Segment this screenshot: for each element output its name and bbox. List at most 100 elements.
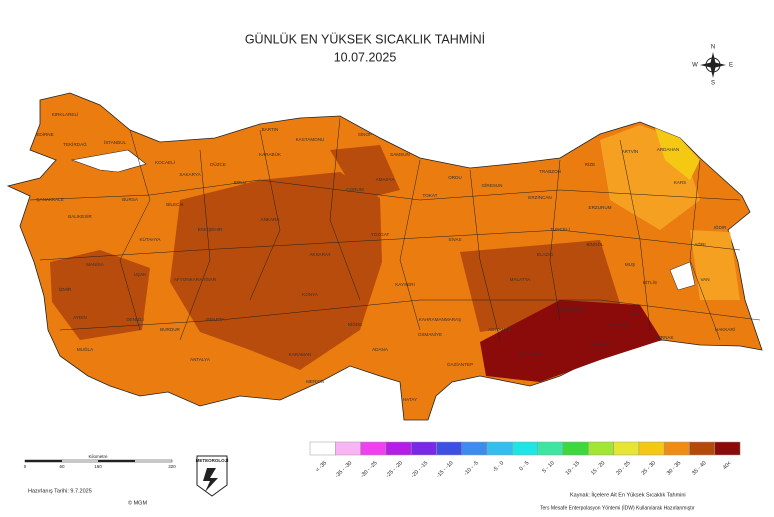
province-label: BİLECİK (166, 201, 185, 207)
legend-label: 5 - 10 (542, 460, 556, 474)
province-label: MERSİN (306, 378, 324, 384)
province-label: OSMANİYE (418, 331, 442, 337)
hot-southeast (480, 300, 662, 382)
legend-label: 20 - 25 (615, 460, 631, 476)
province-label: AYDIN (73, 315, 87, 320)
source-note: Kaynak: İlçelere Ait En Yüksek Sıcaklık … (570, 491, 686, 498)
province-label: TEKİRDAĞ (63, 141, 87, 147)
province-label: TRABZON (539, 169, 561, 174)
legend-swatch (309, 441, 336, 456)
legend: < -35 -35 - -30 -30 - -25 -25 - -20 -20 - -1… (309, 441, 741, 479)
legend-swatch (663, 441, 690, 456)
province-label: KARAMAN (289, 352, 312, 357)
legend-label: -30 - -25 (360, 460, 379, 479)
province-label: BURSA (122, 197, 139, 202)
legend-swatch (335, 441, 361, 456)
province-label: BARTIN (262, 127, 279, 132)
province-label: BALIKESİR (68, 213, 92, 219)
legend-swatch (461, 441, 488, 456)
province-label: ELAZIĞ (537, 251, 554, 257)
map-date: 10.07.2025 (334, 50, 397, 64)
province-label: ERZİNCAN (528, 194, 551, 200)
province-label: MUĞLA (77, 346, 94, 352)
logo: METEOROLOJİ (196, 455, 229, 497)
province-label: SAMSUN (390, 152, 410, 157)
province-label: AMASYA (376, 177, 396, 182)
province-label: GAZİANTEP (447, 361, 473, 367)
province-label: ŞANLIURFA (517, 352, 543, 357)
province-label: ISPARTA (206, 317, 226, 322)
province-label: KOCAELİ (155, 159, 175, 165)
province-label: MARDİN (591, 341, 609, 347)
warm-central (170, 172, 382, 370)
scale-tick-label: 60 (59, 464, 65, 469)
legend-label: 10 - 15 (565, 460, 581, 476)
legend-label: -25 - -20 (385, 460, 404, 479)
province-labels: KIRKLARELİ EDİRNE TEKİRDAĞ İSTANBUL KOCAELİ S… (36, 111, 735, 402)
copyright: © MGM (128, 499, 147, 506)
legend-swatch (436, 441, 463, 456)
province-label: SİNOP (358, 131, 372, 137)
legend-swatch (638, 441, 665, 456)
province-label: HAKKARİ (715, 326, 735, 332)
compass: N W E S (692, 45, 733, 87)
province-label: ADANA (372, 347, 389, 352)
mild-east (690, 230, 740, 300)
province-label: KONYA (302, 292, 319, 297)
province-label: ÇANAKKALE (36, 197, 64, 202)
legend-label: 0 - 5 (518, 460, 530, 472)
method-note: Ters Mesafe Enterpolasyon Yöntemi (İDW) … (540, 504, 695, 511)
legend-label: -5 - 0 (492, 460, 505, 473)
province-label: ARDAHAN (657, 147, 679, 152)
legend-label: < -35 (315, 460, 328, 473)
scale-tick-label: 320 (168, 464, 176, 469)
province-label: KARABÜK (259, 151, 282, 157)
legend-swatch (689, 441, 716, 456)
scale-tick-label: 160 (94, 464, 102, 469)
province-label: AFYONKARAHİSAR (174, 276, 217, 282)
province-label: BİTLİS (643, 279, 657, 285)
province-label: EDİRNE (36, 131, 53, 137)
province-label: GİRESUN (482, 182, 503, 188)
legend-swatch (537, 441, 564, 456)
province-label: KIRKLARELİ (52, 111, 79, 117)
province-label: KARS (674, 180, 687, 185)
province-label: ESKİŞEHİR (198, 226, 223, 232)
legend-swatch (562, 441, 589, 456)
province-label: KASTAMONU (296, 137, 325, 142)
province-label: HATAY (403, 397, 417, 402)
province-label: ORDU (448, 175, 462, 180)
province-label: VAN (700, 277, 709, 282)
province-label: TUNCELİ (550, 226, 570, 232)
compass-n: N (711, 45, 715, 51)
map-title: GÜNLÜK EN YÜKSEK SICAKLIK TAHMİNİ (245, 32, 485, 46)
province-label: İSTANBUL (104, 139, 127, 145)
warm-north (330, 145, 400, 200)
legend-label: -15 - -10 (436, 460, 455, 479)
legend-label: -35 - -30 (334, 460, 353, 479)
legend-swatch (410, 441, 437, 456)
legend-swatch (486, 441, 513, 456)
legend-label: 15 - 20 (590, 460, 606, 476)
legend-label: -20 - -15 (410, 460, 429, 479)
logo-text: METEOROLOJİ (196, 457, 229, 463)
province-label: ERZURUM (589, 205, 612, 210)
province-label: DÜZCE (210, 161, 226, 167)
mild-northeast-yellow (655, 128, 700, 180)
province-label: BATMAN (609, 322, 628, 327)
lake (669, 261, 696, 291)
legend-label: 25 - 30 (641, 460, 657, 476)
province-label: DİYARBAKIR (556, 306, 584, 312)
legend-swatch (613, 441, 640, 456)
province-label: MANİSA (86, 261, 105, 267)
compass-e: E (729, 63, 733, 69)
province-label: ANTALYA (190, 357, 211, 362)
legend-swatch (714, 441, 741, 456)
scale-tick-label: 0 (24, 464, 27, 469)
province-label: UŞAK (134, 272, 147, 277)
province-borders (29, 117, 761, 341)
province-label: ÇORUM (346, 187, 364, 192)
province-label: ANKARA (261, 217, 281, 222)
scale-unit: Kilometre (88, 454, 108, 459)
